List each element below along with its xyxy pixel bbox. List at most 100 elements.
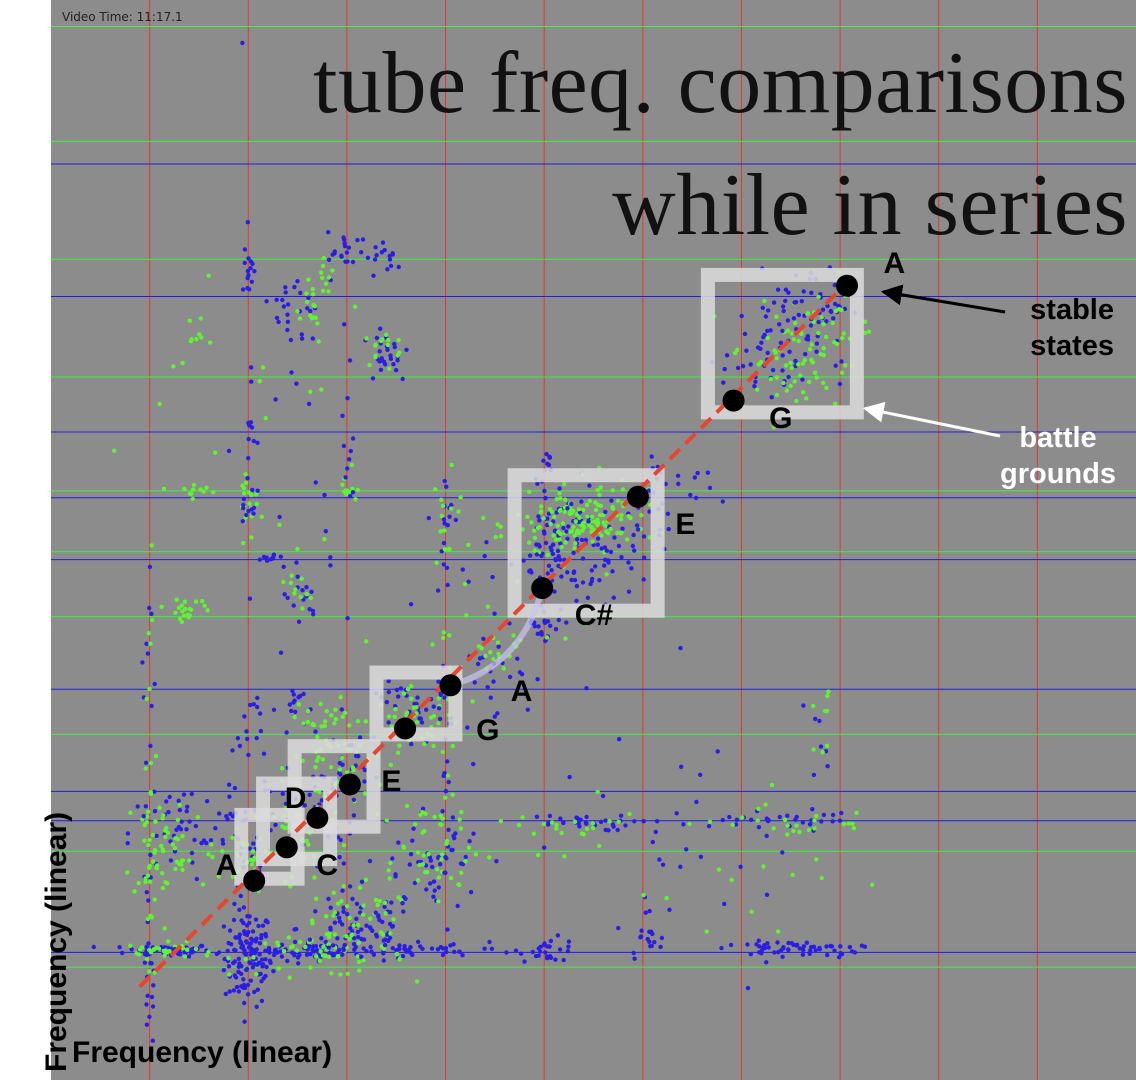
data-point-green xyxy=(160,871,165,876)
data-point-blue xyxy=(246,436,251,442)
data-point-green xyxy=(242,491,247,496)
data-point-green xyxy=(532,535,538,541)
data-point-blue xyxy=(839,359,844,364)
data-point-blue xyxy=(397,943,402,948)
data-point-blue xyxy=(862,944,868,949)
data-point-green xyxy=(814,375,819,380)
data-point-blue xyxy=(541,458,546,463)
data-point-blue xyxy=(245,736,250,742)
data-point-green xyxy=(488,650,493,655)
data-point-green xyxy=(311,302,316,308)
data-point-green xyxy=(433,487,438,492)
data-point-green xyxy=(409,696,414,701)
data-point-blue xyxy=(438,862,443,867)
data-point-green xyxy=(344,934,349,939)
data-point-blue xyxy=(688,492,693,498)
data-point-blue xyxy=(705,470,711,475)
data-point-green xyxy=(364,336,369,341)
data-point-green xyxy=(148,879,153,884)
data-point-green xyxy=(254,492,259,497)
data-point-green xyxy=(824,385,829,391)
data-point-blue xyxy=(543,496,548,501)
data-point-blue xyxy=(152,681,157,687)
data-point-green xyxy=(395,353,400,358)
stable-state-marker xyxy=(338,773,361,796)
data-point-green xyxy=(300,606,305,611)
data-point-green xyxy=(549,509,555,514)
data-point-blue xyxy=(535,677,540,682)
data-point-blue xyxy=(241,496,247,502)
data-point-blue xyxy=(602,545,608,550)
data-point-blue xyxy=(838,944,843,949)
data-point-blue xyxy=(417,716,422,721)
data-point-blue xyxy=(391,362,396,367)
data-point-green xyxy=(791,337,797,342)
data-point-blue xyxy=(246,420,251,426)
data-point-green xyxy=(333,707,338,712)
data-point-green xyxy=(802,357,807,363)
data-point-blue xyxy=(285,327,290,333)
data-point-green xyxy=(418,812,423,817)
data-point-blue xyxy=(249,936,254,941)
data-point-green xyxy=(297,939,303,945)
data-point-blue xyxy=(791,316,797,321)
data-point-blue xyxy=(436,679,441,684)
data-point-green xyxy=(308,965,313,970)
data-point-green xyxy=(373,342,378,347)
data-point-green xyxy=(562,509,567,515)
data-point-blue xyxy=(543,950,548,955)
data-point-blue xyxy=(260,957,265,962)
data-point-green xyxy=(226,956,231,961)
data-point-blue xyxy=(372,257,378,262)
data-point-blue xyxy=(319,936,324,941)
data-point-blue xyxy=(618,813,624,818)
data-point-blue xyxy=(429,946,435,951)
data-point-green xyxy=(544,635,550,640)
data-point-green xyxy=(326,289,331,294)
data-point-blue xyxy=(415,695,420,700)
data-point-green xyxy=(304,838,309,844)
data-point-green xyxy=(344,770,350,775)
data-point-green xyxy=(322,719,328,724)
data-point-blue xyxy=(278,650,284,655)
data-point-blue xyxy=(144,890,149,895)
data-point-green xyxy=(357,968,362,973)
data-point-green xyxy=(572,819,578,824)
data-point-green xyxy=(292,715,297,720)
data-point-blue xyxy=(408,852,414,857)
data-point-blue xyxy=(553,627,559,632)
data-point-blue xyxy=(319,798,324,803)
data-point-blue xyxy=(341,905,346,910)
data-point-green xyxy=(263,415,268,421)
data-point-blue xyxy=(296,694,301,700)
data-point-blue xyxy=(507,674,513,680)
data-point-blue xyxy=(740,363,746,369)
data-point-green xyxy=(554,497,560,502)
data-point-green xyxy=(311,723,317,728)
data-point-blue xyxy=(181,792,187,797)
data-point-blue xyxy=(347,884,353,889)
data-point-blue xyxy=(295,574,300,579)
data-point-blue xyxy=(353,753,359,759)
data-point-green xyxy=(593,507,599,513)
data-point-green xyxy=(128,943,133,948)
data-point-green xyxy=(148,791,154,796)
data-point-blue xyxy=(304,585,309,590)
data-point-green xyxy=(307,313,313,318)
annotation-stable-states: stable states xyxy=(1030,292,1114,365)
data-point-blue xyxy=(441,517,447,522)
data-point-blue xyxy=(733,822,739,827)
data-point-blue xyxy=(362,767,368,773)
data-point-green xyxy=(607,819,612,824)
data-point-green xyxy=(557,537,562,542)
data-point-green xyxy=(180,833,185,839)
data-point-green xyxy=(144,957,150,962)
data-point-blue xyxy=(604,548,609,553)
data-point-green xyxy=(447,633,452,638)
data-point-blue xyxy=(221,968,227,973)
data-point-blue xyxy=(309,589,314,594)
data-point-green xyxy=(520,815,525,820)
annotation-stable-states-line-1: stable xyxy=(1030,294,1114,326)
data-point-blue xyxy=(373,910,378,915)
data-point-blue xyxy=(764,816,769,821)
